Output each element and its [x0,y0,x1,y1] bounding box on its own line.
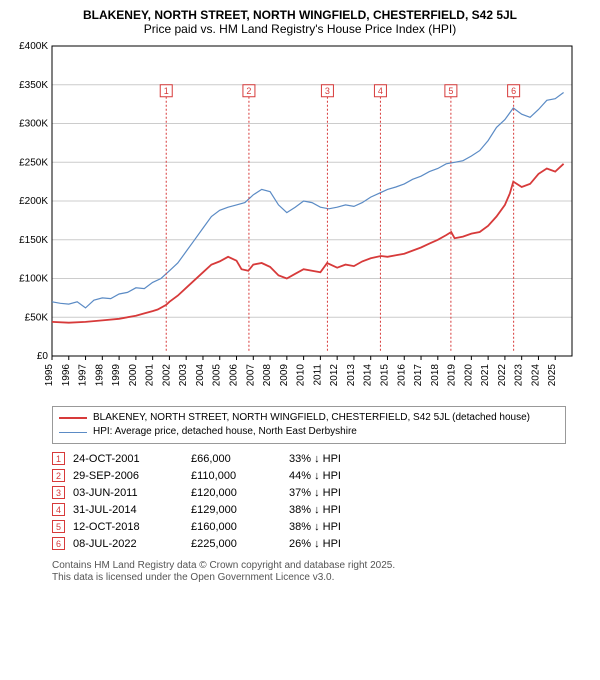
transaction-pct: 37% ↓ HPI [289,484,349,501]
transaction-pct: 26% ↓ HPI [289,535,349,552]
x-tick-label: 2004 [195,364,206,387]
transaction-marker: 3 [52,486,65,499]
x-tick-label: 1997 [78,364,89,387]
x-tick-label: 2010 [296,364,307,387]
transaction-date: 12-OCT-2018 [73,518,191,535]
y-tick-label: £150K [19,235,48,246]
x-tick-label: 2007 [245,364,256,387]
transaction-date: 31-JUL-2014 [73,501,191,518]
x-tick-label: 2009 [279,364,290,387]
footer-line2: This data is licensed under the Open Gov… [52,572,592,584]
x-tick-label: 2003 [178,364,189,387]
transaction-marker: 2 [52,469,65,482]
x-tick-label: 2015 [379,364,390,387]
transaction-row: 6 08-JUL-2022£225,00026% ↓ HPI [52,535,349,552]
x-tick-label: 2017 [413,364,424,387]
transaction-row: 4 31-JUL-2014£129,00038% ↓ HPI [52,501,349,518]
title-line1: BLAKENEY, NORTH STREET, NORTH WINGFIELD,… [8,8,592,22]
y-tick-label: £100K [19,274,48,285]
x-tick-label: 2005 [212,364,223,387]
x-tick-label: 1996 [61,364,72,387]
chart-marker-number: 4 [378,86,383,96]
y-tick-label: £250K [19,157,48,168]
x-tick-label: 2002 [161,364,172,387]
legend: BLAKENEY, NORTH STREET, NORTH WINGFIELD,… [52,406,566,444]
chart-marker-number: 6 [511,86,516,96]
x-tick-label: 2008 [262,364,273,387]
x-tick-label: 2024 [530,364,541,387]
y-tick-label: £300K [19,119,48,130]
footer-line1: Contains HM Land Registry data © Crown c… [52,560,592,572]
legend-swatch [59,417,87,419]
x-tick-label: 2000 [128,364,139,387]
transaction-date: 24-OCT-2001 [73,450,191,467]
x-tick-label: 2011 [312,364,323,386]
x-tick-label: 1998 [94,364,105,387]
transaction-row: 1 24-OCT-2001£66,00033% ↓ HPI [52,450,349,467]
transaction-row: 3 03-JUN-2011£120,00037% ↓ HPI [52,484,349,501]
transaction-row: 5 12-OCT-2018£160,00038% ↓ HPI [52,518,349,535]
chart-marker-number: 3 [325,86,330,96]
x-tick-label: 2016 [396,364,407,387]
title-line2: Price paid vs. HM Land Registry's House … [8,22,592,36]
x-tick-label: 2019 [447,364,458,387]
x-tick-label: 1999 [111,364,122,387]
y-tick-label: £0 [37,351,49,362]
chart-title: BLAKENEY, NORTH STREET, NORTH WINGFIELD,… [8,8,592,36]
transaction-pct: 38% ↓ HPI [289,518,349,535]
y-tick-label: £200K [19,196,48,207]
transaction-pct: 33% ↓ HPI [289,450,349,467]
x-tick-label: 2013 [346,364,357,387]
x-tick-label: 2012 [329,364,340,387]
legend-label: HPI: Average price, detached house, Nort… [93,425,357,439]
x-tick-label: 2018 [430,364,441,387]
transaction-date: 29-SEP-2006 [73,467,191,484]
x-tick-label: 2022 [497,364,508,387]
transactions-table: 1 24-OCT-2001£66,00033% ↓ HPI 2 29-SEP-2006… [52,450,349,552]
transaction-price: £110,000 [191,467,289,484]
legend-row: BLAKENEY, NORTH STREET, NORTH WINGFIELD,… [59,411,559,425]
price-chart-svg: £0 £50K £100K £150K £200K £250K £300K £350K £400… [8,40,578,400]
footer-attribution: Contains HM Land Registry data © Crown c… [52,560,592,584]
transaction-row: 2 29-SEP-2006£110,00044% ↓ HPI [52,467,349,484]
x-tick-label: 2006 [229,364,240,387]
y-tick-label: £400K [19,41,48,52]
transaction-marker: 1 [52,452,65,465]
x-tick-label: 2021 [480,364,491,387]
transaction-price: £225,000 [191,535,289,552]
transaction-price: £66,000 [191,450,289,467]
x-tick-label: 2025 [547,364,558,387]
transaction-marker: 4 [52,503,65,516]
transaction-pct: 38% ↓ HPI [289,501,349,518]
transaction-date: 08-JUL-2022 [73,535,191,552]
y-tick-label: £50K [25,312,49,323]
chart-marker-number: 5 [448,86,453,96]
chart-marker-number: 1 [164,86,169,96]
x-tick-label: 1995 [44,364,55,387]
y-tick-label: £350K [19,80,48,91]
chart-area: £0 £50K £100K £150K £200K £250K £300K £350K £400… [8,40,592,400]
transaction-pct: 44% ↓ HPI [289,467,349,484]
legend-row: HPI: Average price, detached house, Nort… [59,425,559,439]
legend-label: BLAKENEY, NORTH STREET, NORTH WINGFIELD,… [93,411,530,425]
x-tick-label: 2014 [363,364,374,387]
transaction-marker: 5 [52,520,65,533]
x-tick-label: 2023 [514,364,525,387]
transaction-price: £120,000 [191,484,289,501]
x-tick-label: 2001 [145,364,156,387]
legend-swatch [59,432,87,433]
x-tick-label: 2020 [463,364,474,387]
transaction-marker: 6 [52,537,65,550]
transaction-price: £160,000 [191,518,289,535]
transaction-price: £129,000 [191,501,289,518]
transaction-date: 03-JUN-2011 [73,484,191,501]
chart-marker-number: 2 [246,86,251,96]
